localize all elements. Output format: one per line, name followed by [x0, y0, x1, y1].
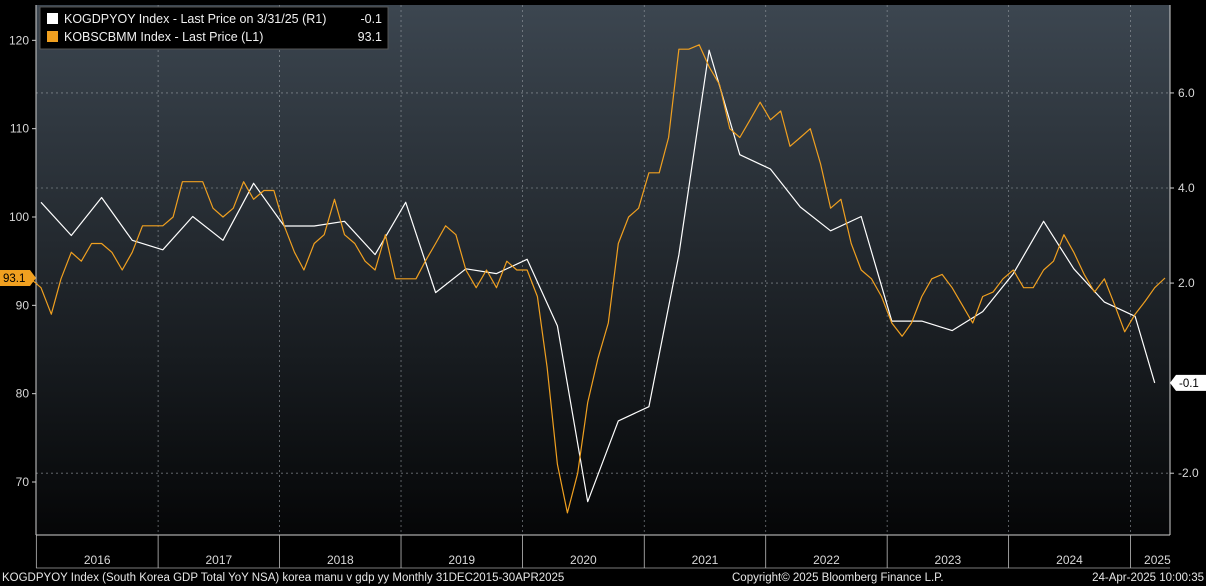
- x-tick-label: 2020: [570, 553, 597, 567]
- legend-swatch: [47, 13, 58, 24]
- right-tick-label: 4.0: [1178, 181, 1195, 195]
- legend-box: [39, 6, 389, 50]
- series-line-kobscbmm: [30, 44, 1166, 514]
- plot-background: [36, 5, 1170, 535]
- left-tick-label: 110: [10, 122, 29, 136]
- left-value-tag: [0, 269, 36, 286]
- left-tick-label: 120: [9, 33, 29, 47]
- x-tick-label: 2023: [935, 553, 962, 567]
- legend-value: 93.1: [358, 30, 382, 44]
- left-value-tag-label: 93.1: [3, 273, 25, 285]
- legend: KOGDPYOY Index - Last Price on 3/31/25 (…: [39, 6, 389, 50]
- footer-copyright: Copyright© 2025 Bloomberg Finance L.P.: [732, 572, 944, 584]
- x-tick-label: 2022: [813, 553, 840, 567]
- right-value-tag: [1170, 374, 1206, 391]
- x-tick-label: 2017: [205, 553, 232, 567]
- x-tick-label: 2016: [84, 553, 111, 567]
- x-tick-label: 2019: [448, 553, 475, 567]
- left-tick-label: 90: [16, 298, 30, 312]
- right-tick-label: 6.0: [1178, 86, 1195, 100]
- x-tick-label: 2024: [1056, 553, 1083, 567]
- right-tick-label: -2.0: [1178, 466, 1199, 480]
- left-tick-label: 100: [9, 210, 29, 224]
- legend-value: -0.1: [360, 12, 382, 26]
- right-tick-label: 2.0: [1178, 276, 1195, 290]
- left-tick-label: 80: [16, 387, 30, 401]
- footer-timestamp: 24-Apr-2025 10:00:35: [1092, 572, 1204, 584]
- right-value-tag-label: -0.1: [1179, 378, 1199, 390]
- legend-swatch: [47, 31, 58, 42]
- x-tick-label: 2025: [1144, 553, 1171, 567]
- x-tick-label: 2018: [327, 553, 354, 567]
- legend-label: KOGDPYOY Index - Last Price on 3/31/25 (…: [64, 12, 326, 26]
- series-line-kogdpyoy: [40, 49, 1156, 503]
- footer-description: KOGDPYOY Index (South Korea GDP Total Yo…: [2, 572, 564, 584]
- x-tick-label: 2021: [692, 553, 719, 567]
- left-tick-label: 70: [16, 475, 30, 489]
- legend-label: KOBSCBMM Index - Last Price (L1): [64, 30, 263, 44]
